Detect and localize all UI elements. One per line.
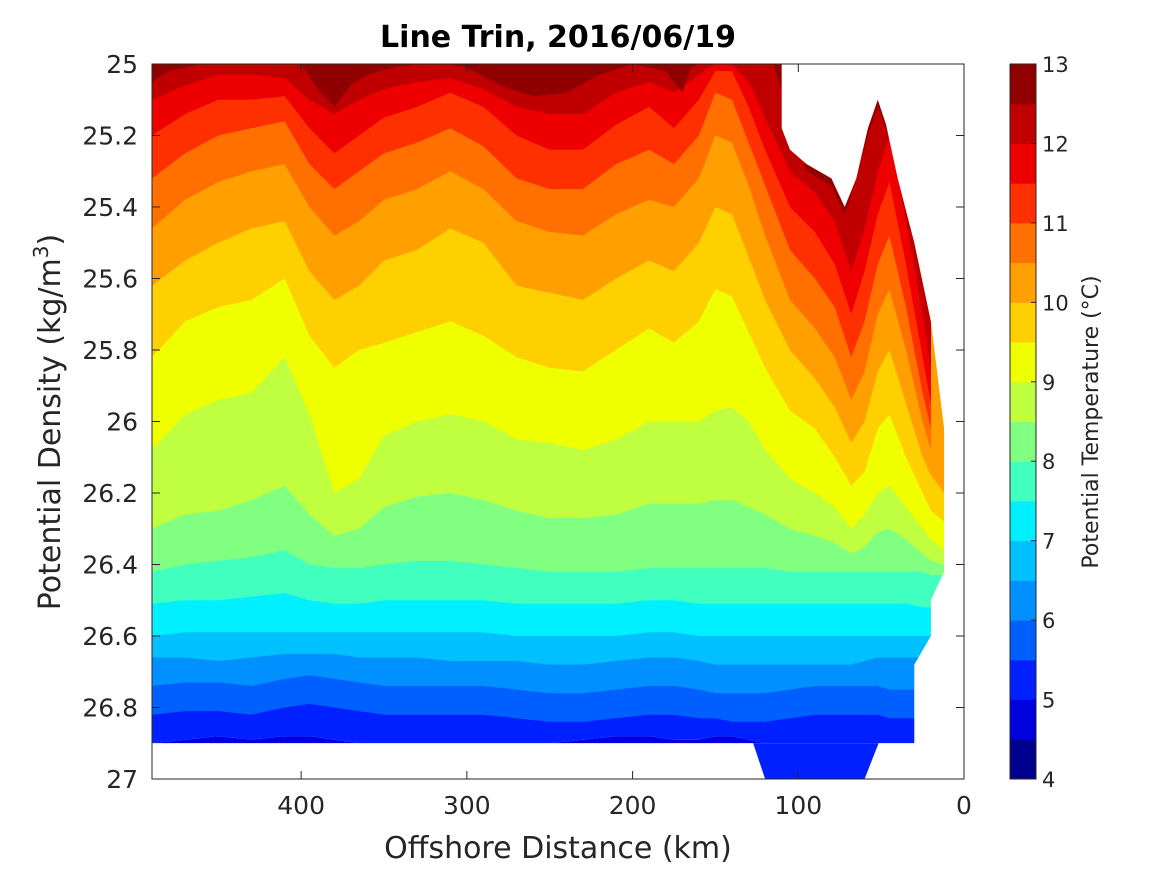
colorbar-tick-label: 11 bbox=[1042, 212, 1069, 236]
y-axis-label-end: ) bbox=[33, 234, 68, 246]
missing-data-bottom-left bbox=[152, 743, 754, 779]
colorbar-band bbox=[1010, 500, 1036, 542]
y-tick-label: 25.4 bbox=[82, 193, 138, 222]
plot-area bbox=[152, 64, 964, 779]
contour-band-4.5-5 bbox=[152, 736, 945, 744]
chart-title: Line Trin, 2016/06/19 bbox=[380, 20, 736, 55]
y-tick-label: 26.6 bbox=[82, 622, 138, 651]
colorbar-frame bbox=[1009, 63, 1037, 780]
colorbar-tick-label: 4 bbox=[1042, 768, 1055, 792]
colorbar-label: Potential Temperature (°C) bbox=[1079, 275, 1104, 568]
contour-band-12.5 bbox=[152, 64, 898, 215]
y-axis-label-main: Potential Density (kg/m bbox=[33, 258, 68, 610]
y-axis-label-sup: 3 bbox=[29, 245, 53, 258]
x-axis-label: Offshore Distance (km) bbox=[384, 831, 732, 866]
colorbar-tick-label: 8 bbox=[1042, 450, 1055, 474]
colorbar-tick-label: 12 bbox=[1042, 132, 1069, 156]
missing-data-region bbox=[781, 64, 964, 429]
y-tick-label: 26.2 bbox=[82, 479, 138, 508]
colorbar-band bbox=[1010, 64, 1036, 105]
y-tick-label: 26.4 bbox=[82, 551, 138, 580]
colorbar-tick-label: 9 bbox=[1042, 371, 1055, 395]
colorbar-band bbox=[1010, 421, 1036, 462]
x-tick-label: 200 bbox=[609, 791, 657, 820]
colorbar-band bbox=[1010, 540, 1036, 581]
axes: 400 300 200 100 0 25 25.2 25.4 25.6 25.8 26 26.2 26.… bbox=[82, 50, 972, 820]
colorbar-band bbox=[1010, 699, 1036, 740]
y-tick-label: 27 bbox=[106, 765, 138, 794]
colorbar-band bbox=[1010, 620, 1036, 661]
missing-data-right bbox=[914, 428, 964, 779]
colorbar-tick-label: 6 bbox=[1042, 609, 1055, 633]
y-tick-label: 25.6 bbox=[82, 265, 138, 294]
contour-band-11 bbox=[152, 64, 931, 429]
contour-bottom-patch bbox=[753, 743, 879, 779]
colorbar-band bbox=[1010, 302, 1036, 343]
colorbar-tick-label: 13 bbox=[1042, 53, 1069, 77]
y-tick-label: 26 bbox=[106, 408, 138, 437]
colorbar-band bbox=[1010, 262, 1036, 303]
colorbar-band bbox=[1010, 222, 1036, 264]
colorbar-band bbox=[1010, 461, 1036, 502]
colorbar-band bbox=[1010, 739, 1036, 780]
colorbar-band bbox=[1010, 659, 1036, 701]
colorbar-tick-label: 5 bbox=[1042, 689, 1055, 713]
colorbar-band bbox=[1010, 342, 1036, 383]
colorbar-tick-label: 7 bbox=[1042, 530, 1055, 554]
y-tick-label: 25.8 bbox=[82, 336, 138, 365]
y-tick-label: 26.8 bbox=[82, 694, 138, 723]
x-tick-label: 0 bbox=[956, 791, 972, 820]
x-tick-label: 300 bbox=[443, 791, 491, 820]
colorbar-band bbox=[1010, 183, 1036, 224]
y-tick-label: 25.2 bbox=[82, 122, 138, 151]
colorbar-band bbox=[1010, 143, 1036, 184]
colorbar-band bbox=[1010, 381, 1036, 422]
y-axis-label: Potential Density (kg/m3) bbox=[29, 234, 68, 610]
colorbar: 4 5 6 7 8 9 10 11 12 13 bbox=[1009, 53, 1069, 792]
colorbar-band bbox=[1010, 580, 1036, 621]
filled-contours bbox=[152, 64, 964, 779]
x-tick-label: 400 bbox=[277, 791, 325, 820]
colorbar-band bbox=[1010, 103, 1036, 144]
x-tick-label: 100 bbox=[774, 791, 822, 820]
y-tick-label: 25 bbox=[106, 50, 138, 79]
colorbar-tick-label: 10 bbox=[1042, 291, 1069, 315]
